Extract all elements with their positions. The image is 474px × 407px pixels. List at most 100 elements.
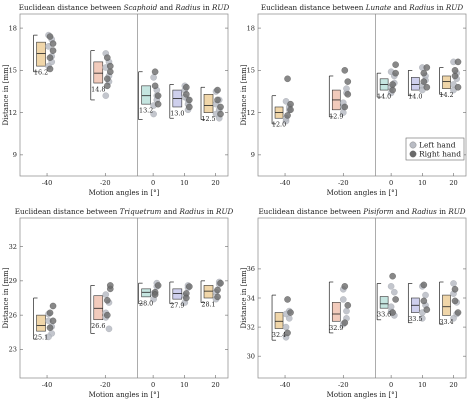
right-hand-point	[344, 78, 352, 85]
median-label: 33.6	[377, 311, 391, 319]
y-tick-label: 15	[9, 67, 17, 75]
box	[442, 294, 451, 316]
title-part: in	[434, 3, 446, 12]
y-tick-label: 30	[247, 352, 255, 360]
panel-1: Euclidean distance between Lunate and Ra…	[240, 3, 467, 197]
right-hand-point	[389, 309, 396, 316]
box	[36, 314, 46, 332]
x-tick-label: -20	[338, 381, 349, 389]
x-axis-label: Motion angles in [°]	[327, 189, 398, 197]
right-hand-point	[151, 82, 159, 90]
left-hand-point	[343, 307, 350, 315]
right-hand-point	[389, 272, 396, 280]
median-label: 14.0	[377, 93, 391, 101]
right-hand-point	[454, 309, 462, 316]
left-hand-point	[282, 323, 290, 331]
right-hand-point	[423, 84, 431, 91]
right-hand-point	[104, 297, 111, 304]
right-hand-point	[186, 96, 193, 104]
legend-marker	[409, 141, 417, 149]
y-tick-label: 9	[13, 151, 17, 159]
median-label: 12.0	[272, 121, 286, 129]
right-hand-point	[46, 33, 54, 40]
left-hand-point	[387, 303, 395, 310]
left-hand-point	[422, 291, 429, 299]
x-tick-label: 0	[389, 381, 393, 389]
x-tick-label: -40	[280, 381, 291, 389]
x-tick-label: -20	[100, 381, 111, 389]
right-hand-point	[451, 72, 459, 80]
right-hand-point	[451, 297, 459, 305]
box	[331, 302, 341, 322]
right-hand-point	[217, 279, 224, 287]
box	[93, 295, 104, 321]
title-part: Euclidean distance between	[261, 3, 366, 12]
right-hand-point	[107, 68, 114, 76]
left-hand-point	[387, 283, 395, 290]
x-axis-label: Motion angles in [°]	[89, 391, 160, 399]
right-hand-point	[287, 106, 294, 114]
title-part: Lunate	[365, 3, 391, 12]
title-part: RUD	[215, 207, 233, 216]
left-hand-point	[340, 296, 347, 303]
y-tick-label: 29	[9, 277, 17, 285]
left-hand-point	[102, 92, 110, 99]
y-tick-label: 34	[247, 294, 255, 302]
right-hand-point	[389, 81, 396, 88]
median-label: 13.0	[170, 109, 184, 117]
panel-3: Euclidean distance between Pisiform and …	[240, 207, 467, 399]
right-hand-point	[214, 96, 221, 104]
title-part: Radius	[178, 207, 204, 216]
y-tick-label: 18	[9, 24, 17, 32]
x-tick-label: -40	[280, 179, 291, 187]
x-tick-label: 10	[180, 381, 188, 389]
y-tick-label: 32	[247, 323, 255, 331]
right-hand-point	[186, 103, 193, 111]
title-part: Radius	[408, 3, 434, 12]
right-hand-point	[183, 294, 190, 302]
x-tick-label: 10	[180, 179, 188, 187]
right-hand-point	[151, 291, 159, 298]
median-label: 12.5	[201, 115, 215, 123]
y-tick-label: 18	[247, 24, 255, 32]
right-hand-point	[49, 317, 57, 325]
x-tick-label: 0	[389, 179, 393, 187]
title-part: Scaphoid	[124, 3, 158, 12]
median-label: 27.9	[170, 302, 184, 310]
box	[172, 288, 183, 300]
panel-2: Euclidean distance between Triquetrum an…	[2, 207, 234, 399]
box	[141, 85, 151, 105]
left-hand-point	[150, 110, 157, 118]
right-hand-point	[217, 110, 224, 118]
y-tick-label: 32	[9, 243, 17, 251]
right-hand-point	[389, 86, 396, 94]
box	[203, 285, 214, 299]
x-tick-label: -40	[42, 381, 53, 389]
median-label: 26.6	[91, 322, 105, 330]
median-label: 28.1	[201, 301, 215, 309]
right-hand-point	[154, 282, 162, 289]
right-hand-point	[284, 75, 291, 83]
title-part: Radius	[411, 207, 437, 216]
right-hand-point	[104, 75, 111, 83]
legend-label: Right hand	[419, 150, 461, 159]
right-hand-point	[214, 86, 221, 94]
legend-box	[405, 137, 465, 161]
title-part: Euclidean distance between	[19, 3, 124, 12]
right-hand-point	[46, 309, 54, 317]
right-hand-point	[107, 282, 114, 289]
median-label: 14.8	[91, 86, 105, 94]
right-hand-point	[454, 58, 462, 66]
left-hand-point	[150, 74, 157, 81]
right-hand-point	[214, 293, 221, 301]
title-part: and	[157, 3, 175, 12]
right-hand-point	[451, 67, 459, 74]
box	[36, 41, 46, 67]
right-hand-point	[344, 302, 352, 309]
median-label: 33.4	[439, 318, 453, 326]
right-hand-point	[420, 78, 428, 85]
right-hand-point	[46, 54, 54, 61]
right-hand-point	[107, 62, 114, 70]
right-hand-point	[420, 297, 428, 305]
right-hand-point	[344, 91, 352, 98]
